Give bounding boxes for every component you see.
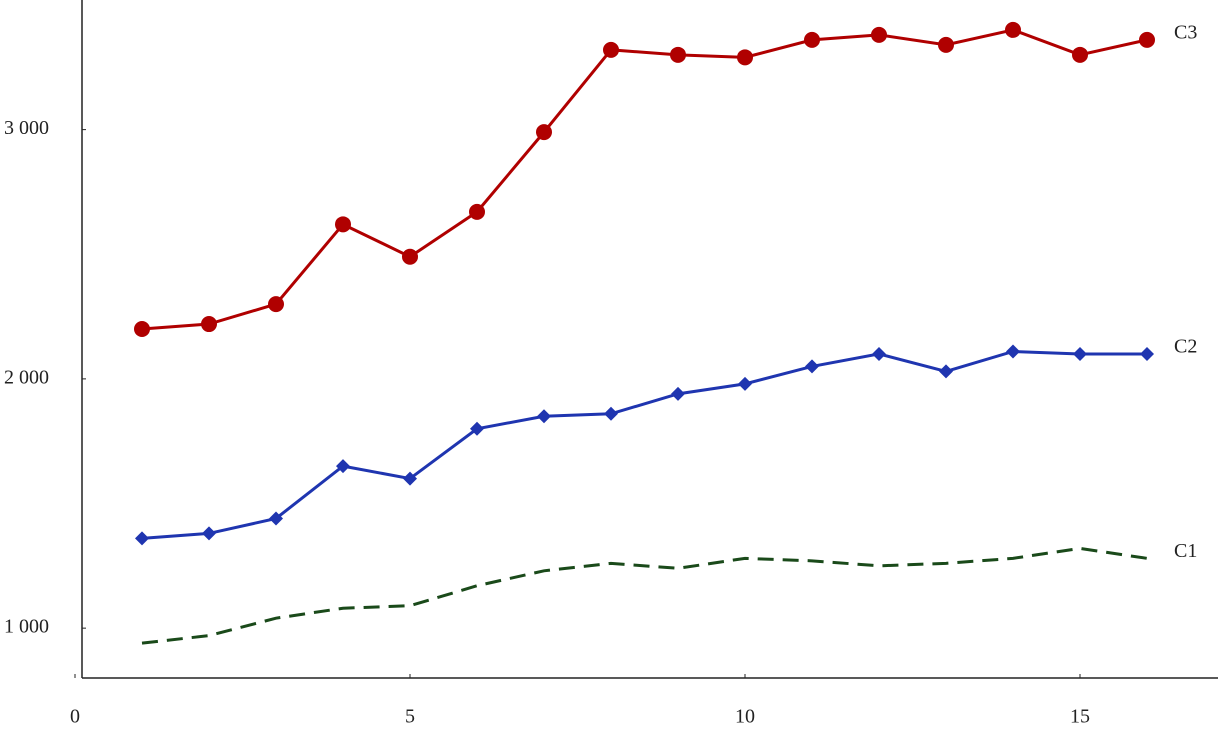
series-label: C2 xyxy=(1174,336,1197,358)
point-marker xyxy=(1073,346,1087,361)
point-marker xyxy=(134,321,150,338)
series-label: C1 xyxy=(1174,540,1197,562)
point-marker xyxy=(201,316,217,333)
point-marker xyxy=(804,31,820,48)
point-marker xyxy=(1139,31,1155,48)
point-marker xyxy=(1140,346,1154,361)
point-marker xyxy=(671,386,685,401)
series-line xyxy=(141,546,1148,645)
point-marker xyxy=(603,41,619,58)
point-marker xyxy=(670,46,686,63)
point-marker xyxy=(604,406,618,421)
point-marker xyxy=(202,526,216,541)
point-marker xyxy=(1072,46,1088,63)
x-tick-label: 0 xyxy=(70,706,80,728)
point-marker xyxy=(536,124,552,141)
point-marker xyxy=(1006,344,1020,359)
x-tick-label: 5 xyxy=(405,706,415,728)
point-marker xyxy=(336,459,350,474)
point-marker xyxy=(470,421,484,436)
point-marker xyxy=(738,376,752,391)
y-tick-label: 3 000 xyxy=(4,117,49,139)
point-marker xyxy=(737,49,753,66)
y-tick-label: 2 000 xyxy=(4,366,49,388)
y-tick-label: 1 000 xyxy=(4,616,49,638)
x-tick-label: 10 xyxy=(735,706,755,728)
point-marker xyxy=(872,346,886,361)
series-label: C3 xyxy=(1174,21,1197,43)
point-marker xyxy=(269,511,283,526)
point-marker xyxy=(939,364,953,379)
point-marker xyxy=(537,409,551,424)
point-marker xyxy=(938,36,954,53)
series-line xyxy=(141,28,1148,331)
point-marker xyxy=(469,203,485,220)
x-tick-label: 15 xyxy=(1070,706,1090,728)
point-marker xyxy=(871,26,887,43)
series-line xyxy=(141,349,1147,540)
point-marker xyxy=(1005,21,1021,38)
point-marker xyxy=(135,531,149,546)
point-marker xyxy=(268,296,284,313)
point-marker xyxy=(335,216,351,233)
point-marker xyxy=(402,248,418,265)
point-marker xyxy=(403,471,417,486)
point-marker xyxy=(805,359,819,374)
